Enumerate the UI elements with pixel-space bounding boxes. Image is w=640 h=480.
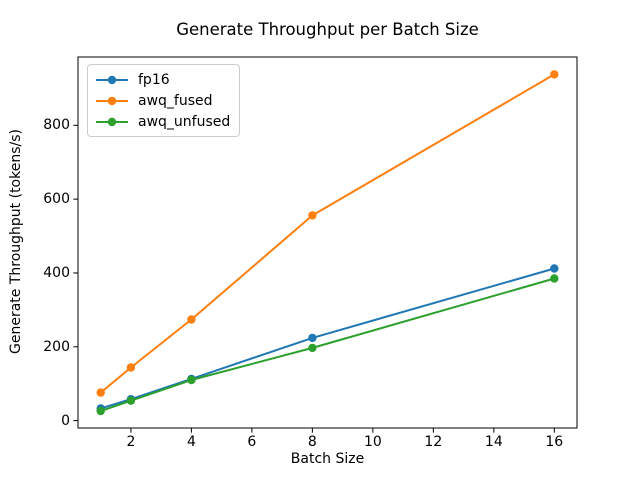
legend-item-awq-fused: awq_fused xyxy=(95,90,230,111)
x-tick-label-8: 8 xyxy=(307,434,317,450)
x-tick-label-14: 14 xyxy=(484,434,503,450)
x-tick-label-4: 4 xyxy=(186,434,196,450)
legend-label-awq-unfused: awq_unfused xyxy=(138,113,231,130)
data-point-awq_fused-bs2 xyxy=(126,363,136,372)
y-tick-label-400: 400 xyxy=(43,264,70,281)
x-tick-label-2: 2 xyxy=(126,434,136,450)
data-point-awq_unfused-bs16 xyxy=(550,274,559,283)
series-line-awq_unfused xyxy=(100,277,555,412)
legend-item-fp16: fp16 xyxy=(95,69,230,90)
awq-unfused-line-marker-icon xyxy=(96,117,128,126)
data-point-awq_unfused-bs4 xyxy=(187,375,196,385)
legend-label-fp16: fp16 xyxy=(138,71,170,88)
y-tick-label-0: 0 xyxy=(61,412,70,429)
legend-item-awq-unfused: awq_unfused xyxy=(95,111,230,132)
axes-border xyxy=(77,56,578,429)
data-point-awq_fused-bs8 xyxy=(308,211,317,220)
x-tick-label-12: 12 xyxy=(424,434,443,450)
legend-label-awq-fused: awq_fused xyxy=(138,92,213,109)
data-point-fp16-bs16 xyxy=(550,264,559,273)
y-tick-label-200: 200 xyxy=(43,338,70,355)
x-tick-label-16: 16 xyxy=(545,434,564,450)
legend: fp16 awq_fused awq_unfused xyxy=(87,64,241,137)
data-point-awq_fused-bs16 xyxy=(550,70,559,79)
data-point-awq_fused-bs1 xyxy=(96,388,105,397)
fp16-line-marker-icon xyxy=(96,75,128,84)
data-point-fp16-bs8 xyxy=(308,333,317,343)
data-point-awq_unfused-bs1 xyxy=(96,406,105,416)
chart-title: Generate Throughput per Batch Size xyxy=(176,20,479,39)
x-tick-label-6: 6 xyxy=(247,434,257,450)
x-axis-label: Batch Size xyxy=(290,451,365,467)
x-tick-label-10: 10 xyxy=(363,434,382,450)
y-tick-label-800: 800 xyxy=(43,117,70,134)
data-point-awq_unfused-bs2 xyxy=(126,396,136,405)
y-tick-label-600: 600 xyxy=(43,191,70,208)
data-point-awq_fused-bs4 xyxy=(187,315,196,324)
awq-fused-line-marker-icon xyxy=(96,96,128,105)
data-point-awq_unfused-bs8 xyxy=(308,343,317,353)
